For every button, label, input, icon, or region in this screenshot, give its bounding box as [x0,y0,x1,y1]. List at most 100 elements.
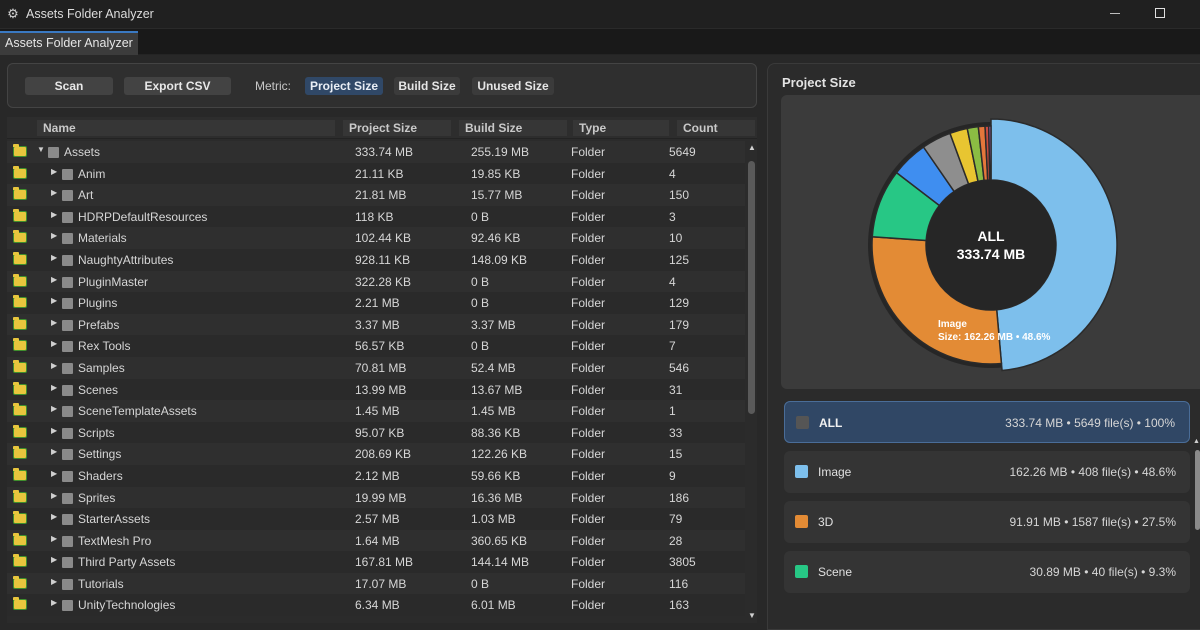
scrollbar-thumb[interactable] [748,161,755,414]
scroll-up-arrow-icon[interactable]: ▲ [748,143,756,152]
row-checkbox[interactable] [62,384,73,396]
column-header-count[interactable]: Count [677,120,755,136]
expand-arrow-icon[interactable]: ▶ [51,231,58,241]
expand-arrow-icon[interactable]: ▶ [51,382,58,392]
row-checkbox[interactable] [62,168,73,180]
expand-arrow-icon[interactable]: ▶ [51,598,58,608]
expand-arrow-icon[interactable]: ▶ [51,447,58,457]
expand-arrow-icon[interactable]: ▶ [51,360,58,370]
row-checkbox[interactable] [62,492,73,504]
table-row[interactable]: ▶ Shaders 2.12 MB 59.66 KB Folder 9 [7,464,745,487]
scan-button[interactable]: Scan [25,77,113,95]
row-checkbox[interactable] [62,254,73,266]
row-checkbox[interactable] [62,276,73,288]
table-row[interactable]: ▶ Sprites 19.99 MB 16.36 MB Folder 186 [7,486,745,509]
window-title: Assets Folder Analyzer [26,7,154,21]
expand-arrow-icon[interactable]: ▶ [51,533,58,543]
column-header-type[interactable]: Type [573,120,669,136]
table-row[interactable]: ▶ NaughtyAttributes 928.11 KB 148.09 KB Fold… [7,248,745,271]
column-header-project-size[interactable]: Project Size [343,120,451,136]
table-row[interactable]: ▶ Art 21.81 MB 15.77 MB Folder 150 [7,184,745,206]
donut-slice-image[interactable] [990,118,1118,372]
row-checkbox[interactable] [62,535,73,547]
expand-arrow-icon[interactable]: ▶ [51,317,58,327]
legend-item-3d[interactable]: 3D 91.91 MB • 1587 file(s) • 27.5% [784,501,1190,543]
expand-arrow-icon[interactable]: ▶ [51,490,58,500]
table-row[interactable]: ▶ SceneTemplateAssets 1.45 MB 1.45 MB Folder… [7,400,745,422]
row-checkbox[interactable] [62,406,73,418]
legend-scrollbar-thumb[interactable] [1195,450,1200,530]
export-csv-button[interactable]: Export CSV [124,77,231,95]
row-checkbox[interactable] [62,470,73,482]
table-row[interactable]: ▶ Rex Tools 56.57 KB 0 B Folder 7 [7,335,745,357]
expand-arrow-icon[interactable]: ▶ [51,166,58,176]
minimize-button[interactable] [1110,13,1120,14]
metric-build-size-button[interactable]: Build Size [394,77,460,95]
table-row[interactable]: ▶ UnityTechnologies 6.34 MB 6.01 MB Folder 16… [7,594,745,617]
table-row[interactable]: ▶ HDRPDefaultResources 118 KB 0 B Folder 3 [7,205,745,228]
table-row[interactable]: ▶ TextMesh Pro 1.64 MB 360.65 KB Folder 28 [7,529,745,552]
metric-project-size-button[interactable]: Project Size [305,77,383,95]
expand-arrow-icon[interactable]: ▶ [51,339,58,349]
expand-arrow-icon[interactable]: ▶ [51,296,58,306]
metric-unused-size-button[interactable]: Unused Size [472,77,554,95]
table-scrollbar[interactable]: ▲ ▼ [747,139,757,623]
row-build-size: 13.67 MB [471,382,523,397]
table-row[interactable]: ▶ Scripts 95.07 KB 88.36 KB Folder 33 [7,421,745,444]
row-checkbox[interactable] [62,233,73,245]
row-count: 33 [669,425,683,440]
row-checkbox[interactable] [62,600,73,612]
table-row[interactable]: ▶ Third Party Assets 167.81 MB 144.14 MB Fol… [7,551,745,573]
row-checkbox[interactable] [48,147,59,158]
row-checkbox[interactable] [62,298,73,310]
row-count: 125 [669,252,690,267]
folder-icon [13,424,27,438]
expand-arrow-icon[interactable]: ▶ [51,252,58,262]
table-row[interactable]: ▶ Prefabs 3.37 MB 3.37 MB Folder 179 [7,313,745,336]
row-checkbox[interactable] [62,427,73,439]
collapse-arrow-icon[interactable]: ▼ [37,145,45,154]
expand-arrow-icon[interactable]: ▶ [51,425,58,435]
legend-scroll-up-icon[interactable]: ▲ [1193,438,1200,445]
expand-arrow-icon[interactable]: ▶ [51,404,58,414]
legend-item-scene[interactable]: Scene 30.89 MB • 40 file(s) • 9.3% [784,551,1190,593]
row-checkbox[interactable] [62,319,73,331]
expand-arrow-icon[interactable]: ▶ [51,468,58,478]
column-header-name[interactable]: Name [37,120,335,136]
donut-slice-other-9[interactable] [987,125,992,181]
table-row[interactable]: ▶ Settings 208.69 KB 122.26 KB Folder 15 [7,443,745,465]
row-project-size: 21.81 MB [355,188,407,203]
expand-arrow-icon[interactable]: ▶ [51,188,58,198]
expand-arrow-icon[interactable]: ▶ [51,209,58,219]
table-row[interactable]: ▶ Anim 21.11 KB 19.85 KB Folder 4 [7,162,745,185]
table-row[interactable]: ▶ Materials 102.44 KB 92.46 KB Folder 10 [7,227,745,249]
legend-item-all[interactable]: ALL 333.74 MB • 5649 file(s) • 100% [784,401,1190,443]
row-checkbox[interactable] [62,449,73,461]
expand-arrow-icon[interactable]: ▶ [51,512,58,522]
row-checkbox[interactable] [62,211,73,223]
table-row[interactable]: ▶ Plugins 2.21 MB 0 B Folder 129 [7,292,745,314]
expand-arrow-icon[interactable]: ▶ [51,274,58,284]
expand-arrow-icon[interactable]: ▶ [51,576,58,586]
table-row[interactable]: ▶ Tutorials 17.07 MB 0 B Folder 116 [7,572,745,595]
row-checkbox[interactable] [62,557,73,569]
maximize-button[interactable] [1155,8,1165,18]
tab-assets-folder-analyzer[interactable]: Assets Folder Analyzer [0,31,138,55]
row-checkbox[interactable] [62,362,73,374]
row-checkbox[interactable] [62,578,73,590]
table-row[interactable]: ▼ Assets 333.74 MB 255.19 MB Folder 5649 [7,141,745,163]
table-row[interactable]: ▶ StarterAssets 2.57 MB 1.03 MB Folder 79 [7,508,745,530]
column-header-build-size[interactable]: Build Size [459,120,567,136]
row-checkbox[interactable] [62,190,73,202]
scroll-down-arrow-icon[interactable]: ▼ [748,611,756,620]
row-count: 7 [669,339,676,354]
row-count: 163 [669,598,690,613]
table-row[interactable]: ▶ Scenes 13.99 MB 13.67 MB Folder 31 [7,378,745,401]
table-row[interactable]: ▶ PluginMaster 322.28 KB 0 B Folder 4 [7,270,745,293]
table-row[interactable]: ▶ Samples 70.81 MB 52.4 MB Folder 546 [7,356,745,379]
expand-arrow-icon[interactable]: ▶ [51,555,58,565]
row-count: 15 [669,447,683,462]
row-checkbox[interactable] [62,341,73,353]
row-checkbox[interactable] [62,514,73,526]
legend-item-image[interactable]: Image 162.26 MB • 408 file(s) • 48.6% [784,451,1190,493]
